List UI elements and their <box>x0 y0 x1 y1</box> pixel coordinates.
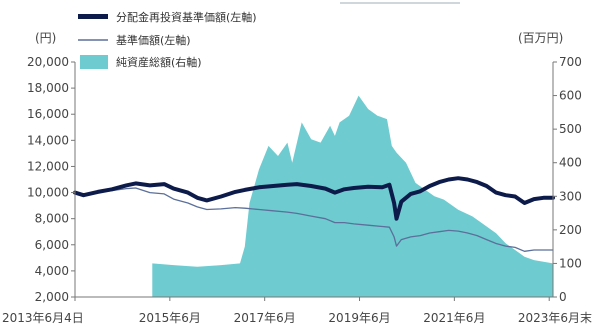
y-left-tick-label: 2,000 <box>35 290 69 304</box>
legend-label-net-assets: 純資産総額(右軸) <box>116 55 202 69</box>
area-layer <box>152 95 554 297</box>
axis-layer: 2,000 4,000 6,000 8,000 10,000 12,000 14,000 16… <box>2 55 592 325</box>
legend-label-nav: 基準価額(左軸) <box>116 33 191 47</box>
series-area-net-assets <box>152 95 554 297</box>
y-left-tick-label: 16,000 <box>27 107 69 121</box>
legend-swatch-net-assets <box>80 55 108 69</box>
y-right-tick-label: 0 <box>559 290 567 304</box>
x-tick-label: 2021年6月 <box>423 311 485 325</box>
legend-layer: 分配金再投資基準価額(左軸) 基準価額(左軸) 純資産総額(右軸) <box>78 10 257 69</box>
x-tick-label: 2019年6月 <box>328 311 390 325</box>
y-left-tick-label: 12,000 <box>27 159 69 173</box>
y-right-tick-label: 200 <box>559 223 582 237</box>
y-left-tick-label: 14,000 <box>27 133 69 147</box>
y-right-tick-label: 400 <box>559 156 582 170</box>
x-tick-label: 2023年6月末 <box>518 311 592 325</box>
y-left-tick-label: 4,000 <box>35 264 69 278</box>
x-tick-label: 2013年6月4日 <box>2 311 84 325</box>
line-layer <box>73 176 555 252</box>
y-left-tick-label: 20,000 <box>27 55 69 69</box>
y-right-tick-label: 500 <box>559 122 582 136</box>
series-line-reinvested-nav <box>73 176 555 221</box>
y-right-tick-label: 100 <box>559 256 582 270</box>
series-line-nav <box>74 187 554 252</box>
x-tick-label: 2017年6月 <box>234 311 296 325</box>
y-right-tick-label: 300 <box>559 189 582 203</box>
x-tick-label: 2015年6月 <box>139 311 201 325</box>
y-left-tick-label: 10,000 <box>27 186 69 200</box>
y-right-tick-label: 600 <box>559 89 582 103</box>
legend-label-reinvested-nav: 分配金再投資基準価額(左軸) <box>116 10 257 24</box>
y-left-tick-label: 18,000 <box>27 81 69 95</box>
y-left-unit: (円) <box>35 31 56 45</box>
y-left-tick-label: 6,000 <box>35 238 69 252</box>
legend-swatch-reinvested-nav <box>78 14 108 19</box>
y-right-unit: (百万円) <box>518 31 563 45</box>
y-left-tick-label: 8,000 <box>35 212 69 226</box>
y-right-tick-label: 700 <box>559 55 582 69</box>
